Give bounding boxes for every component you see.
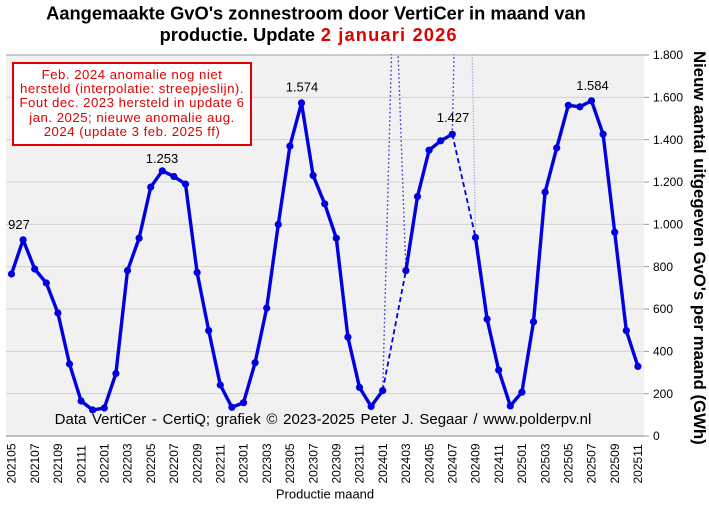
svg-text:202411: 202411 bbox=[492, 444, 506, 483]
svg-text:200: 200 bbox=[653, 387, 673, 401]
svg-text:Aangemaakte GvO's zonnestroom: Aangemaakte GvO's zonnestroom door Verti… bbox=[46, 3, 586, 24]
svg-text:202107: 202107 bbox=[28, 443, 42, 483]
svg-text:202403: 202403 bbox=[399, 443, 413, 483]
svg-text:Productie maand: Productie maand bbox=[276, 487, 374, 502]
svg-text:202507: 202507 bbox=[585, 443, 599, 483]
svg-text:202505: 202505 bbox=[562, 443, 576, 483]
svg-text:1.427: 1.427 bbox=[437, 110, 470, 125]
svg-text:Nieuw aantal uitgegeven GvO's: Nieuw aantal uitgegeven GvO's per maand … bbox=[690, 51, 709, 445]
svg-text:202209: 202209 bbox=[190, 443, 204, 483]
svg-text:927: 927 bbox=[8, 217, 30, 232]
svg-text:productie. Update: productie. Update bbox=[160, 24, 315, 45]
svg-text:202105: 202105 bbox=[5, 443, 19, 483]
svg-text:202301: 202301 bbox=[237, 443, 251, 483]
svg-text:202211: 202211 bbox=[214, 444, 228, 483]
svg-text:1.600: 1.600 bbox=[653, 91, 683, 105]
svg-text:202111: 202111 bbox=[74, 445, 88, 484]
svg-text:1.200: 1.200 bbox=[653, 175, 683, 189]
svg-text:202203: 202203 bbox=[121, 443, 135, 483]
svg-text:0: 0 bbox=[653, 429, 660, 443]
svg-text:202509: 202509 bbox=[608, 443, 622, 483]
svg-text:1.253: 1.253 bbox=[146, 151, 179, 166]
svg-text:2 januari 2026: 2 januari 2026 bbox=[321, 24, 458, 45]
svg-text:202401: 202401 bbox=[376, 443, 390, 483]
svg-text:202511: 202511 bbox=[631, 444, 645, 483]
svg-text:202205: 202205 bbox=[144, 443, 158, 483]
svg-text:1.574: 1.574 bbox=[286, 80, 319, 95]
svg-text:202309: 202309 bbox=[330, 443, 344, 483]
svg-text:202407: 202407 bbox=[446, 443, 460, 483]
svg-text:1.800: 1.800 bbox=[653, 48, 683, 62]
svg-text:202503: 202503 bbox=[538, 443, 552, 483]
svg-text:1.584: 1.584 bbox=[576, 78, 609, 93]
svg-text:Data VertiCer - CertiQ; graf: Data VertiCer - CertiQ; grafiek © 2023-2… bbox=[55, 411, 592, 428]
svg-text:202201: 202201 bbox=[98, 443, 112, 483]
svg-text:202305: 202305 bbox=[283, 443, 297, 483]
svg-text:202409: 202409 bbox=[469, 443, 483, 483]
svg-text:202307: 202307 bbox=[306, 443, 320, 483]
svg-text:600: 600 bbox=[653, 302, 673, 316]
svg-text:400: 400 bbox=[653, 345, 673, 359]
svg-text:202207: 202207 bbox=[167, 443, 181, 483]
svg-text:800: 800 bbox=[653, 260, 673, 274]
svg-text:1.400: 1.400 bbox=[653, 133, 683, 147]
svg-text:202405: 202405 bbox=[422, 443, 436, 483]
svg-text:1.000: 1.000 bbox=[653, 218, 683, 232]
svg-text:202109: 202109 bbox=[51, 443, 65, 483]
svg-text:202501: 202501 bbox=[515, 443, 529, 483]
svg-text:202303: 202303 bbox=[260, 443, 274, 483]
svg-text:202311: 202311 bbox=[353, 444, 367, 483]
